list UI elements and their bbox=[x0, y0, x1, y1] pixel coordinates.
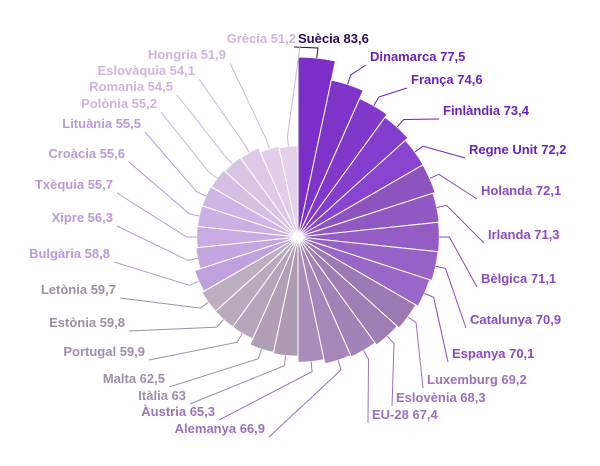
leader-line-24 bbox=[144, 131, 207, 197]
slice-label-6: Irlanda 71,3 bbox=[488, 227, 560, 242]
slice-label-10: Luxemburg 69,2 bbox=[427, 372, 527, 387]
slice-13 bbox=[297, 236, 352, 365]
slice-label-15: Itàlia 63 bbox=[138, 388, 186, 403]
leader-line-8 bbox=[435, 265, 467, 329]
leader-line-19 bbox=[119, 297, 209, 309]
leader-line-5 bbox=[429, 173, 478, 200]
leader-line-26 bbox=[176, 94, 233, 165]
slice-label-25: Polònia 55,2 bbox=[81, 96, 157, 111]
slice-label-27: Eslovàquia 54,1 bbox=[97, 63, 195, 78]
slice-label-5: Holanda 72,1 bbox=[481, 183, 561, 198]
leader-line-22 bbox=[116, 192, 197, 238]
slice-label-4: Regne Unit 72,2 bbox=[469, 142, 567, 157]
slice-label-17: Portugal 59,9 bbox=[63, 344, 145, 359]
leader-line-17 bbox=[148, 333, 243, 361]
slice-label-1: Dinamarca 77,5 bbox=[370, 49, 465, 64]
slice-label-0: Suècia 83,6 bbox=[298, 31, 369, 46]
leader-line-13 bbox=[268, 360, 342, 438]
slice-label-23: Croàcia 55,6 bbox=[48, 146, 125, 161]
leader-line-2 bbox=[373, 87, 408, 106]
slice-label-13: Alemanya 66,9 bbox=[175, 421, 265, 436]
slice-label-22: Txèquia 55,7 bbox=[35, 177, 113, 192]
slice-label-21: Xipre 56,3 bbox=[52, 210, 113, 225]
slice-label-8: Catalunya 70,9 bbox=[470, 312, 561, 327]
leader-line-0 bbox=[293, 46, 319, 59]
slice-1 bbox=[297, 79, 364, 238]
slice-label-24: Lituània 55,5 bbox=[62, 116, 141, 131]
slice-label-29: Grècia 51,2 bbox=[227, 31, 296, 46]
leader-line-9 bbox=[424, 292, 449, 363]
leader-line-25 bbox=[160, 111, 218, 179]
leader-line-10 bbox=[407, 316, 424, 389]
leader-line-6 bbox=[436, 204, 485, 244]
slice-7 bbox=[297, 221, 440, 253]
leader-line-14 bbox=[218, 361, 313, 421]
slice-label-18: Estònia 59,8 bbox=[49, 315, 125, 330]
chart-leader-lines bbox=[113, 46, 485, 438]
slice-label-20: Bulgària 58,8 bbox=[29, 246, 110, 261]
slice-label-9: Espanya 70,1 bbox=[452, 346, 534, 361]
slice-5 bbox=[297, 164, 436, 238]
leader-line-15 bbox=[189, 355, 286, 405]
slice-21 bbox=[195, 236, 299, 270]
leader-line-7 bbox=[439, 236, 478, 288]
slice-label-28: Hongria 51,9 bbox=[148, 47, 226, 62]
leader-line-11 bbox=[386, 335, 395, 407]
leader-line-29 bbox=[286, 46, 301, 147]
leader-line-27 bbox=[198, 78, 250, 153]
slice-label-26: Romania 54,5 bbox=[89, 79, 173, 94]
slice-label-3: Finlàndia 73,4 bbox=[443, 103, 530, 118]
slice-label-19: Letònia 59,7 bbox=[41, 282, 116, 297]
slice-label-2: França 74,6 bbox=[411, 72, 483, 87]
leader-line-4 bbox=[414, 145, 466, 159]
leader-line-12 bbox=[363, 350, 370, 424]
slice-label-11: Eslovènia 68,3 bbox=[396, 390, 486, 405]
slice-label-12: EU-28 67,4 bbox=[372, 407, 439, 422]
leader-line-18 bbox=[128, 319, 224, 332]
slice-29 bbox=[278, 145, 299, 238]
chart-slices bbox=[193, 56, 440, 365]
leader-line-21 bbox=[116, 225, 198, 261]
leader-line-1 bbox=[347, 64, 367, 85]
leader-line-3 bbox=[396, 118, 440, 128]
leader-line-28 bbox=[229, 62, 270, 150]
slice-25 bbox=[210, 169, 299, 238]
slice-label-14: Àustria 65,3 bbox=[141, 404, 215, 419]
leader-line-16 bbox=[168, 349, 262, 388]
slice-label-16: Malta 62,5 bbox=[103, 371, 165, 386]
slice-label-7: Bèlgica 71,1 bbox=[481, 271, 556, 286]
slice-11 bbox=[297, 236, 398, 346]
leader-line-20 bbox=[113, 261, 199, 286]
leader-line-23 bbox=[128, 161, 200, 217]
